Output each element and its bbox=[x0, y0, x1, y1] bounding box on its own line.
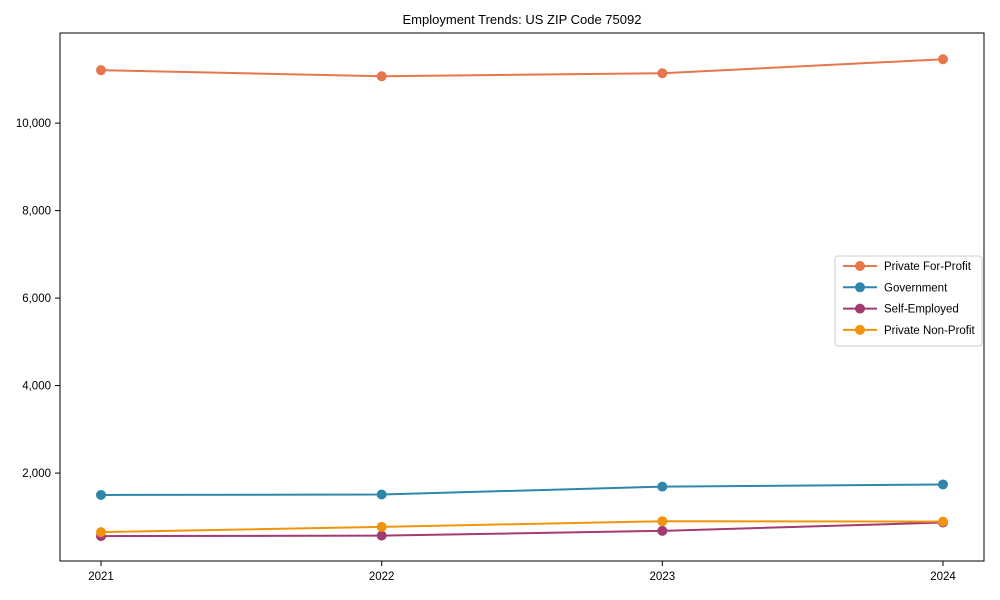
legend-item-private-for-profit: Private For-Profit bbox=[843, 261, 972, 273]
data-point-private-non-profit-2022 bbox=[376, 521, 387, 532]
data-point-private-non-profit-2023 bbox=[657, 516, 668, 527]
legend-item-government: Government bbox=[843, 282, 948, 294]
legend-label: Private Non-Profit bbox=[884, 325, 976, 337]
legend-item-private-non-profit: Private Non-Profit bbox=[843, 324, 976, 337]
data-point-government-2024 bbox=[938, 479, 948, 490]
chart-title: Employment Trends: US ZIP Code 75092 bbox=[403, 12, 642, 27]
plot-border bbox=[59, 32, 985, 562]
data-point-private-non-profit-2024 bbox=[938, 516, 948, 527]
x-tick-label: 2021 bbox=[88, 571, 114, 583]
data-point-private-for-profit-2024 bbox=[938, 54, 948, 65]
legend-label: Private For-Profit bbox=[884, 261, 972, 273]
data-point-private-non-profit-2021 bbox=[96, 527, 106, 538]
legend-marker-icon bbox=[855, 282, 865, 293]
y-tick-label: 10,000 bbox=[16, 118, 51, 130]
legend-marker-icon bbox=[855, 324, 865, 335]
data-point-self-employed-2022 bbox=[376, 530, 387, 541]
legend-item-self-employed: Self-Employed bbox=[843, 303, 959, 316]
legend-box bbox=[834, 255, 983, 347]
x-tick-label: 2024 bbox=[930, 571, 956, 583]
x-tick-label: 2023 bbox=[650, 571, 676, 583]
series-line-self-employed bbox=[100, 521, 944, 538]
y-tick-label: 8,000 bbox=[22, 206, 51, 218]
legend-marker-icon bbox=[855, 303, 865, 314]
legend-label: Self-Employed bbox=[884, 304, 959, 316]
y-tick-label: 4,000 bbox=[22, 381, 51, 393]
series-line-government bbox=[100, 483, 944, 496]
data-point-government-2021 bbox=[96, 489, 106, 500]
y-tick-label: 6,000 bbox=[22, 293, 51, 305]
legend-label: Government bbox=[884, 282, 948, 294]
data-point-private-for-profit-2023 bbox=[657, 68, 668, 79]
x-tick-label: 2022 bbox=[369, 571, 395, 583]
series-line-private-for-profit bbox=[100, 58, 944, 78]
data-point-government-2023 bbox=[657, 481, 668, 492]
legend-marker-icon bbox=[855, 261, 865, 271]
series-line-private-non-profit bbox=[100, 520, 944, 534]
y-tick-label: 2,000 bbox=[22, 468, 51, 480]
data-point-self-employed-2023 bbox=[657, 525, 668, 536]
data-point-private-for-profit-2021 bbox=[96, 65, 106, 76]
data-point-government-2022 bbox=[376, 489, 387, 500]
data-point-private-for-profit-2022 bbox=[376, 71, 387, 82]
